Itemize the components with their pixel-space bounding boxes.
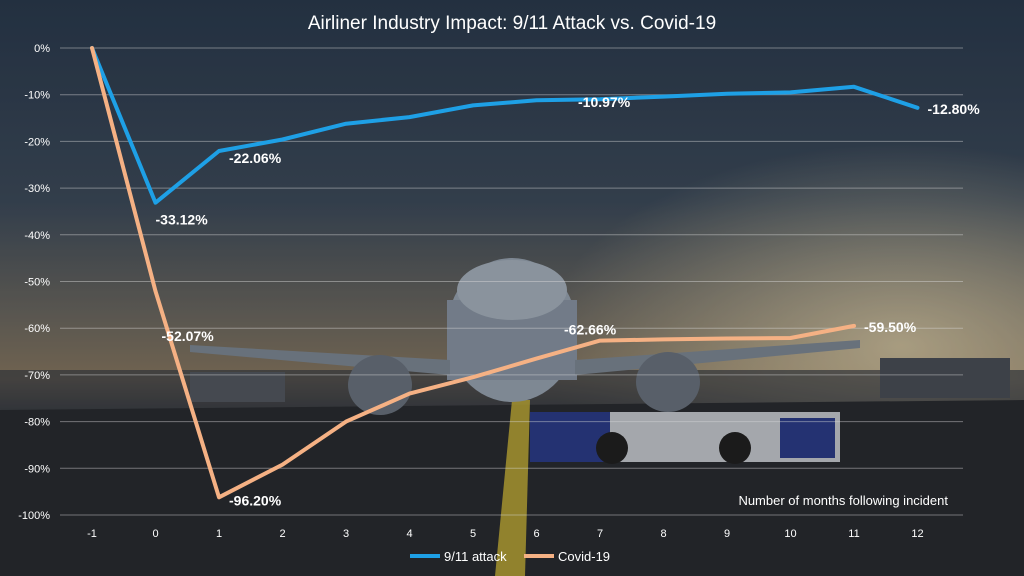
x-tick-label: 1 [216, 528, 222, 540]
x-axis-tick-labels: -1 0 1 2 3 4 5 6 7 8 9 10 11 12 [87, 528, 924, 540]
x-axis-label: Number of months following incident [738, 493, 948, 508]
y-tick-label: -10% [24, 90, 50, 102]
y-tick-label: -90% [24, 463, 50, 475]
x-tick-label: 8 [660, 528, 666, 540]
legend: 9/11 attack Covid-19 [410, 549, 610, 564]
series-line-911-attack [90, 46, 920, 205]
x-tick-label: 2 [279, 528, 285, 540]
y-tick-label: -20% [24, 136, 50, 148]
data-label: -12.80% [928, 101, 981, 117]
y-tick-label: -30% [24, 183, 50, 195]
data-label: -22.06% [229, 150, 282, 166]
series-line-covid-19 [90, 46, 856, 500]
chart-title: Airliner Industry Impact: 9/11 Attack vs… [308, 13, 716, 34]
x-tick-label: -1 [87, 528, 97, 540]
y-tick-label: 0% [34, 43, 50, 55]
y-tick-label: -100% [18, 510, 50, 522]
y-tick-label: -80% [24, 417, 50, 429]
data-label: -33.12% [156, 212, 209, 228]
x-tick-label: 11 [848, 528, 859, 540]
series-lines [90, 46, 920, 500]
legend-label-911: 9/11 attack [444, 549, 507, 564]
x-tick-label: 5 [470, 528, 476, 540]
data-labels: -33.12% -22.06% -10.97% -12.80% -52.07% -96.2… [156, 94, 981, 508]
legend-label-covid: Covid-19 [558, 549, 610, 564]
y-tick-label: -50% [24, 277, 50, 289]
y-tick-label: -40% [24, 230, 50, 242]
data-label: -52.07% [162, 328, 215, 344]
data-label: -96.20% [229, 492, 282, 508]
x-tick-label: 6 [533, 528, 539, 540]
y-tick-label: -70% [24, 370, 50, 382]
data-label: -59.50% [864, 319, 917, 335]
y-tick-label: -60% [24, 323, 50, 335]
x-tick-label: 7 [597, 528, 603, 540]
x-tick-label: 10 [784, 528, 796, 540]
data-label: -10.97% [578, 94, 631, 110]
x-tick-label: 4 [406, 528, 412, 540]
data-label: -62.66% [564, 322, 617, 338]
x-tick-label: 0 [152, 528, 158, 540]
y-axis-tick-labels: 0% -10% -20% -30% -40% -50% -60% -70% -80% -90% -1… [18, 43, 50, 522]
x-tick-label: 3 [343, 528, 349, 540]
x-tick-label: 9 [724, 528, 730, 540]
gridlines [60, 47, 963, 516]
x-tick-label: 12 [911, 528, 923, 540]
